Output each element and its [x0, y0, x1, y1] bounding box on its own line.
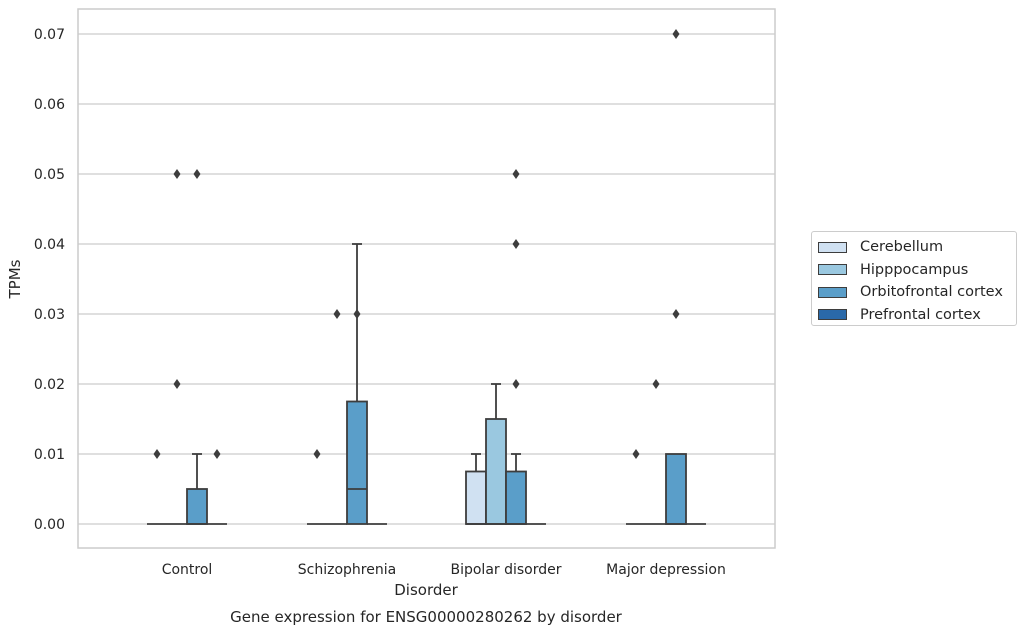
plot-area: [77, 8, 776, 549]
y-tick-labels: 0.00 0.01 0.02 0.03 0.04 0.05 0.06 0.07: [34, 27, 65, 533]
y-tick-label: 0.04: [34, 237, 65, 253]
legend-label: Orbitofrontal cortex: [860, 284, 1003, 301]
chart-title: Gene expression for ENSG00000280262 by d…: [230, 608, 623, 626]
x-axis-label: Disorder: [394, 581, 458, 599]
y-tick-label: 0.02: [34, 377, 65, 393]
series-cerebellum: [147, 449, 646, 525]
outlier-point: [632, 449, 640, 459]
box: [505, 470, 527, 525]
outlier-point: [512, 379, 520, 389]
legend-item: Prefrontal cortex: [818, 304, 1016, 327]
legend-item: Hipppocampus: [818, 259, 1016, 282]
box: [186, 488, 208, 525]
legend-label: Cerebellum: [860, 239, 944, 256]
outlier-point: [153, 449, 161, 459]
box: [485, 418, 507, 525]
box: [465, 470, 487, 525]
legend-swatch: [818, 241, 847, 253]
legend-item: Cerebellum: [818, 236, 1016, 259]
x-tick-label: Bipolar disorder: [450, 562, 561, 578]
x-tick-label: Schizophrenia: [298, 562, 396, 578]
x-tick-label: Control: [162, 562, 213, 578]
legend-swatch: [818, 286, 847, 298]
y-tick-label: 0.05: [34, 167, 65, 183]
y-tick-label: 0.00: [34, 517, 65, 533]
outlier-point: [512, 239, 520, 249]
outlier-point: [672, 309, 680, 319]
legend-label: Prefrontal cortex: [860, 306, 981, 323]
outlier-point: [333, 309, 341, 319]
outlier-point: [353, 309, 361, 319]
x-tick-labels: Control Schizophrenia Bipolar disorder Majo…: [162, 562, 726, 578]
legend-swatch: [818, 264, 847, 276]
box: [665, 453, 687, 525]
outlier-point: [213, 449, 221, 459]
outlier-point: [313, 449, 321, 459]
legend-label: Hipppocampus: [860, 261, 969, 278]
outlier-point: [193, 169, 201, 179]
outlier-point: [173, 379, 181, 389]
outlier-point: [173, 169, 181, 179]
y-tick-label: 0.03: [34, 307, 65, 323]
y-tick-label: 0.07: [34, 27, 65, 43]
legend-swatch: [818, 309, 847, 321]
legend-item: Orbitofrontal cortex: [818, 281, 1016, 304]
y-tick-label: 0.01: [34, 447, 65, 463]
series-orbitofrontal-cortex: [186, 29, 687, 525]
legend: Cerebellum Hipppocampus Orbitofrontal cort…: [811, 231, 1017, 326]
y-axis-label: TPMs: [6, 259, 24, 299]
outlier-point: [652, 379, 660, 389]
box-series: [147, 29, 706, 525]
box: [346, 400, 368, 525]
series-prefrontal-cortex: [207, 449, 706, 525]
outlier-point: [672, 29, 680, 39]
outlier-point: [512, 169, 520, 179]
y-tick-label: 0.06: [34, 97, 65, 113]
x-tick-label: Major depression: [606, 562, 726, 578]
